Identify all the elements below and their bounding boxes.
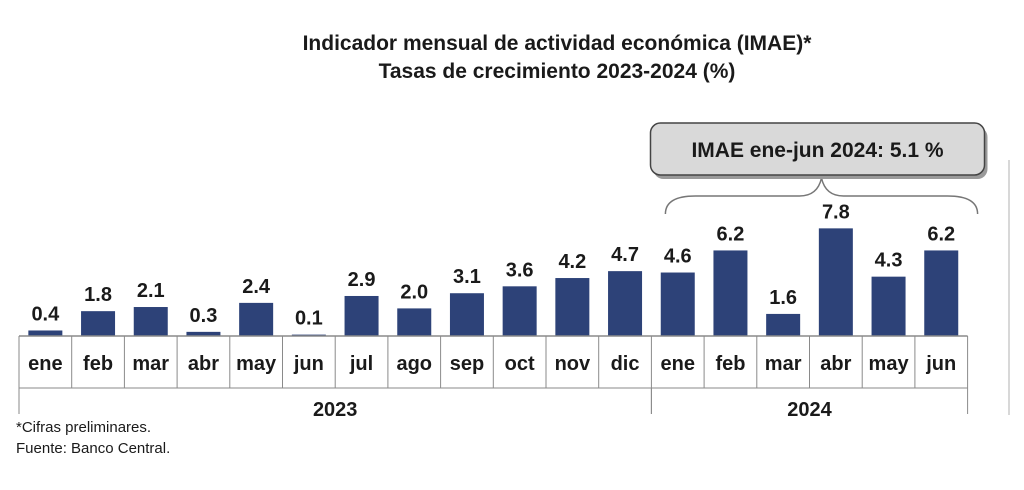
category-label-5: jun (293, 353, 324, 375)
value-label-15: 7.8 (822, 201, 850, 223)
bar-12 (660, 272, 695, 336)
bar-9 (502, 286, 537, 336)
category-label-8: sep (450, 353, 484, 375)
category-label-17: jun (925, 353, 956, 375)
value-label-12: 4.6 (664, 246, 692, 268)
group-label-1: 2024 (787, 399, 832, 421)
category-label-14: mar (765, 353, 802, 375)
category-label-4: may (236, 353, 277, 375)
category-label-15: abr (820, 353, 851, 375)
value-label-9: 3.6 (506, 259, 534, 281)
category-label-11: dic (611, 353, 640, 375)
bar-13 (713, 250, 748, 336)
axis-layer: ene feb mar abr may jun jul ago sep oct nov dic ene f… (18, 335, 969, 421)
category-label-6: jul (349, 353, 373, 375)
value-label-6: 2.9 (348, 269, 376, 291)
annotation-layer: IMAE ene-jun 2024: 5.1 % (649, 122, 988, 215)
bar-3 (186, 331, 221, 336)
bar-16 (871, 276, 906, 336)
value-label-17: 6.2 (927, 223, 955, 245)
value-label-7: 2.0 (400, 281, 428, 303)
value-label-11: 4.7 (611, 244, 639, 266)
footnote-preliminary: *Cifras preliminares. (16, 419, 152, 436)
bar-10 (555, 278, 590, 336)
value-label-13: 6.2 (717, 223, 745, 245)
bar-1 (81, 311, 116, 336)
category-label-0: ene (28, 353, 62, 375)
bar-6 (344, 295, 379, 336)
annotation-box (649, 122, 986, 176)
bar-17 (924, 250, 959, 336)
category-label-1: feb (83, 353, 113, 375)
right-edge-line (1008, 160, 1010, 415)
bar-7 (397, 308, 432, 336)
chart-subtitle: Tasas de crecimiento 2023-2024 (%) (378, 60, 736, 83)
group-label-0: 2023 (313, 399, 358, 421)
value-label-16: 4.3 (875, 250, 903, 272)
category-label-9: oct (505, 353, 535, 375)
value-label-10: 4.2 (558, 251, 586, 273)
bar-11 (608, 271, 643, 336)
bar-4 (239, 302, 274, 336)
category-label-16: may (869, 353, 910, 375)
category-label-12: ene (661, 353, 695, 375)
annotation-text: IMAE ene-jun 2024: 5.1 % (691, 139, 943, 162)
value-label-3: 0.3 (190, 305, 218, 327)
category-label-13: feb (715, 353, 745, 375)
value-label-14: 1.6 (769, 287, 797, 309)
bar-0 (28, 330, 63, 336)
value-label-2: 2.1 (137, 280, 165, 302)
bar-14 (766, 313, 801, 336)
value-label-5: 0.1 (295, 308, 323, 330)
bar-15 (818, 228, 853, 336)
value-label-0: 0.4 (31, 303, 60, 325)
category-label-3: abr (188, 353, 219, 375)
category-label-7: ago (396, 353, 432, 375)
bar-2 (133, 307, 168, 336)
bars-layer: 0.4 1.8 2.1 0.3 2.4 0.1 2.9 2.0 3.1 3.6 4.2 4.7 4.6 6… (28, 201, 959, 336)
category-label-2: mar (132, 353, 169, 375)
value-label-1: 1.8 (84, 284, 112, 306)
value-label-4: 2.4 (242, 276, 271, 298)
chart-title: Indicador mensual de actividad económica… (302, 32, 812, 55)
bar-8 (449, 293, 484, 336)
value-label-8: 3.1 (453, 266, 481, 288)
footnote-source: Fuente: Banco Central. (16, 440, 171, 457)
category-label-10: nov (555, 353, 591, 375)
